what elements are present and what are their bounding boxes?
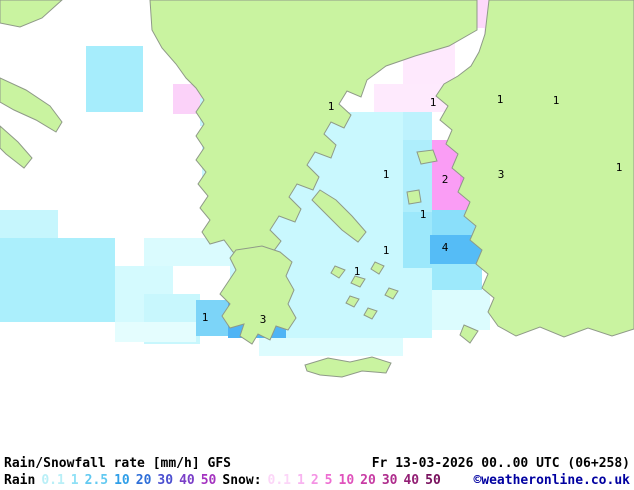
scale-value: 2.5 <box>84 473 109 488</box>
intensity-label: 1 <box>497 93 504 106</box>
copyright-text: ©weatheronline.co.uk <box>473 473 630 488</box>
legend-title: Rain/Snowfall rate [mm/h] GFS <box>4 456 231 471</box>
scale-value: 30 <box>381 473 398 488</box>
intensity-label: 4 <box>442 241 449 254</box>
precip-cell <box>259 338 403 356</box>
rain-scale: 0.1 1 2.5 10 20 30 40 50 <box>41 473 216 488</box>
precip-cell <box>86 46 143 112</box>
weather-map-svg: 1 1 1 1 1 2 3 1 1 1 4 1 1 3 <box>0 0 634 378</box>
precip-cell <box>115 322 196 342</box>
intensity-label: 3 <box>498 168 505 181</box>
intensity-label: 1 <box>328 100 335 113</box>
snow-label: Snow: <box>222 473 262 488</box>
precip-cell <box>286 298 432 338</box>
precip-cell <box>403 112 432 140</box>
intensity-label: 1 <box>553 94 560 107</box>
scale-value: 5 <box>324 473 333 488</box>
scale-value: 0.1 <box>41 473 65 488</box>
scale-value: 30 <box>157 473 174 488</box>
intensity-label: 1 <box>430 96 437 109</box>
intensity-label: 1 <box>383 244 390 257</box>
precip-cell <box>0 238 115 322</box>
weather-map: 1 1 1 1 1 2 3 1 1 1 4 1 1 3 <box>0 0 634 378</box>
intensity-labels: 1 1 1 1 1 2 3 1 1 1 4 1 1 3 <box>202 93 623 326</box>
scale-value: 50 <box>425 473 441 488</box>
scale-value: 2 <box>310 473 319 488</box>
precip-cell <box>403 212 432 268</box>
intensity-label: 2 <box>442 173 449 186</box>
intensity-label: 3 <box>260 313 267 326</box>
rain-label: Rain <box>4 473 36 488</box>
scale-value: 40 <box>403 473 420 488</box>
scale-value: 20 <box>135 473 152 488</box>
intensity-label: 1 <box>383 168 390 181</box>
scale-value: 10 <box>114 473 130 488</box>
intensity-label: 1 <box>202 311 209 324</box>
scale-value: 40 <box>179 473 195 488</box>
precip-cell <box>196 300 228 336</box>
scale-value: 10 <box>338 473 355 488</box>
scale-value: 50 <box>200 473 217 488</box>
precip-cell <box>432 290 490 330</box>
legend-datetime: Fr 13-03-2026 00..00 UTC (06+258) <box>371 456 630 471</box>
precip-cell <box>0 210 58 238</box>
snow-scale: 0.1 1 2 5 10 20 30 40 50 <box>268 473 441 488</box>
legend-bar: Rain/Snowfall rate [mm/h] GFS Fr 13-03-2… <box>0 455 634 490</box>
intensity-label: 1 <box>420 208 427 221</box>
scale-value: 0.1 <box>267 473 292 488</box>
scale-value: 20 <box>360 473 376 488</box>
scale-value: 1 <box>70 473 79 488</box>
intensity-label: 1 <box>354 265 361 278</box>
scale-value: 1 <box>297 473 305 488</box>
intensity-label: 1 <box>616 161 623 174</box>
precip-cell <box>432 264 482 290</box>
